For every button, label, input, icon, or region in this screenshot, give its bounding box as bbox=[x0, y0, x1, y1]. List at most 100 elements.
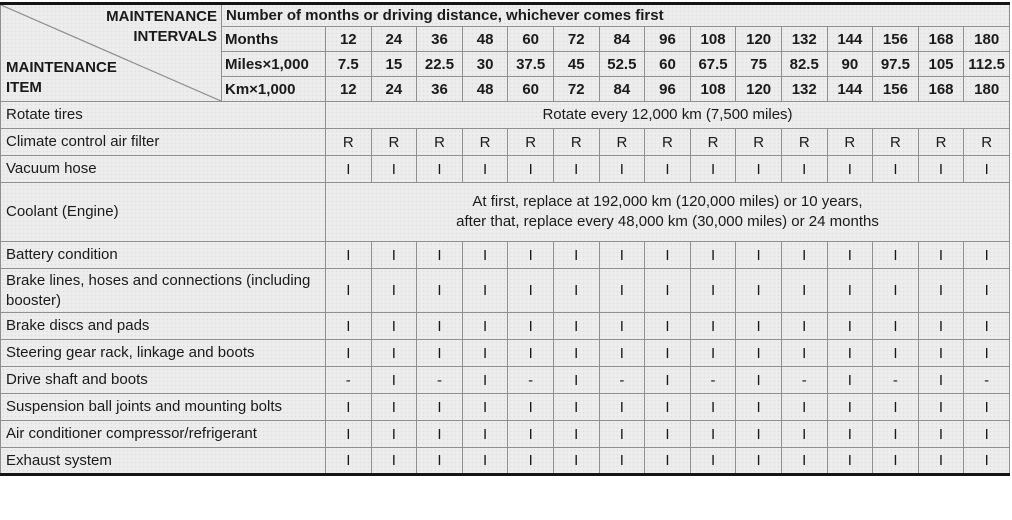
schedule-action-cell: I bbox=[826, 339, 874, 367]
schedule-action-cell: I bbox=[735, 420, 782, 448]
corner-item-label-line2: ITEM bbox=[6, 78, 42, 96]
schedule-action-cell: I bbox=[552, 420, 600, 448]
maintenance-item-label: Coolant (Engine) bbox=[0, 182, 326, 242]
schedule-action-cell: I bbox=[598, 312, 646, 340]
interval-value-cell: 108 bbox=[689, 26, 737, 52]
maintenance-row: Climate control air filter R R R R R R R R R R R R R R… bbox=[0, 128, 1010, 156]
schedule-action-cell: I bbox=[780, 447, 828, 475]
interval-value-cell: 168 bbox=[917, 26, 965, 52]
schedule-action-cell: I bbox=[644, 268, 691, 313]
schedule-action-cell: R bbox=[644, 128, 691, 156]
schedule-action-cell: I bbox=[507, 155, 554, 183]
maintenance-item-label: Brake discs and pads bbox=[0, 312, 326, 340]
schedule-action-cell: I bbox=[552, 366, 600, 394]
unit-row-label: Km×1,000 bbox=[221, 76, 326, 102]
maintenance-row: Rotate tires Rotate every 12,000 km (7,50… bbox=[0, 101, 1010, 129]
schedule-action-cell: I bbox=[689, 447, 737, 475]
schedule-action-cell: I bbox=[507, 447, 554, 475]
schedule-action-cell: R bbox=[461, 128, 509, 156]
interval-value-cell: 112.5 bbox=[963, 51, 1010, 77]
interval-value-cell: 60 bbox=[507, 26, 554, 52]
interval-value-cell: 12 bbox=[325, 76, 372, 102]
schedule-action-cell: I bbox=[325, 447, 372, 475]
schedule-action-cell: I bbox=[963, 447, 1010, 475]
schedule-action-cell: I bbox=[917, 447, 965, 475]
schedule-action-cell: I bbox=[507, 241, 554, 269]
schedule-action-cell: I bbox=[780, 268, 828, 313]
schedule-action-cell: I bbox=[872, 241, 919, 269]
schedule-action-cell: I bbox=[963, 393, 1010, 421]
maintenance-row: Brake discs and pads I I I I I I I I I I I I I I I bbox=[0, 312, 1010, 340]
schedule-action-cell: I bbox=[872, 268, 919, 313]
maintenance-row: Brake lines, hoses and connections (incl… bbox=[0, 268, 1010, 313]
schedule-action-cell: I bbox=[416, 447, 463, 475]
maintenance-schedule-table: MAINTENANCE INTERVALS MAINTENANCE ITEM N… bbox=[0, 2, 1010, 476]
schedule-action-cell: I bbox=[370, 366, 418, 394]
schedule-action-cell: I bbox=[325, 155, 372, 183]
interval-value-cell: 82.5 bbox=[780, 51, 828, 77]
maintenance-row: Battery condition I I I I I I I I I I I I I I I bbox=[0, 241, 1010, 269]
schedule-action-cell: I bbox=[644, 366, 691, 394]
schedule-action-cell: I bbox=[917, 366, 965, 394]
interval-value-cell: 60 bbox=[644, 51, 691, 77]
schedule-action-cell: I bbox=[325, 312, 372, 340]
schedule-action-cell: I bbox=[507, 393, 554, 421]
interval-value-cell: 132 bbox=[780, 26, 828, 52]
schedule-header: MAINTENANCE INTERVALS MAINTENANCE ITEM N… bbox=[0, 3, 1010, 102]
schedule-action-cell: I bbox=[552, 339, 600, 367]
schedule-action-cell: I bbox=[780, 339, 828, 367]
schedule-action-cell: R bbox=[552, 128, 600, 156]
schedule-action-cell: I bbox=[735, 241, 782, 269]
unit-row-label: Months bbox=[221, 26, 326, 52]
interval-value-cell: 120 bbox=[735, 76, 782, 102]
schedule-action-cell: I bbox=[963, 155, 1010, 183]
schedule-action-cell: I bbox=[735, 393, 782, 421]
interval-value-cell: 168 bbox=[917, 76, 965, 102]
interval-value-cell: 75 bbox=[735, 51, 782, 77]
corner-item-label-line1: MAINTENANCE bbox=[6, 58, 117, 76]
schedule-action-cell: - bbox=[598, 366, 646, 394]
interval-value-cell: 180 bbox=[963, 76, 1010, 102]
schedule-action-cell: I bbox=[963, 241, 1010, 269]
schedule-action-cell: R bbox=[689, 128, 737, 156]
schedule-action-cell: I bbox=[552, 155, 600, 183]
schedule-action-cell: I bbox=[325, 393, 372, 421]
schedule-action-cell: I bbox=[370, 312, 418, 340]
schedule-action-cell: I bbox=[461, 420, 509, 448]
schedule-action-cell: R bbox=[917, 128, 965, 156]
schedule-action-cell: I bbox=[552, 312, 600, 340]
schedule-action-cell: I bbox=[644, 241, 691, 269]
maintenance-item-label: Air conditioner compressor/refrigerant bbox=[0, 420, 326, 448]
schedule-action-cell: I bbox=[872, 393, 919, 421]
schedule-action-cell: I bbox=[735, 312, 782, 340]
interval-value-cell: 60 bbox=[507, 76, 554, 102]
schedule-action-cell: I bbox=[780, 241, 828, 269]
schedule-action-cell: I bbox=[689, 339, 737, 367]
unit-row-months: Months 12 24 36 48 60 72 84 96 108 120 132 144 156 168… bbox=[1, 26, 1010, 52]
interval-value-cell: 108 bbox=[689, 76, 737, 102]
maintenance-item-label: Vacuum hose bbox=[0, 155, 326, 183]
schedule-action-cell: I bbox=[644, 420, 691, 448]
schedule-action-cell: R bbox=[416, 128, 463, 156]
corner-intervals-label-line1: MAINTENANCE bbox=[106, 8, 217, 25]
schedule-action-cell: R bbox=[598, 128, 646, 156]
interval-value-cell: 24 bbox=[370, 26, 418, 52]
schedule-action-cell: I bbox=[598, 393, 646, 421]
schedule-action-cell: I bbox=[416, 312, 463, 340]
schedule-action-cell: I bbox=[872, 420, 919, 448]
schedule-action-cell: I bbox=[461, 312, 509, 340]
schedule-action-cell: I bbox=[689, 241, 737, 269]
interval-value-cell: 97.5 bbox=[872, 51, 919, 77]
schedule-action-cell: I bbox=[416, 268, 463, 313]
schedule-action-cell: I bbox=[826, 268, 874, 313]
schedule-note-cell: At first, replace at 192,000 km (120,000… bbox=[325, 182, 1010, 242]
maintenance-item-label: Exhaust system bbox=[0, 447, 326, 475]
schedule-action-cell: I bbox=[325, 420, 372, 448]
interval-value-cell: 72 bbox=[552, 26, 600, 52]
schedule-action-cell: I bbox=[872, 155, 919, 183]
schedule-action-cell: I bbox=[963, 339, 1010, 367]
corner-item-label: MAINTENANCE ITEM bbox=[6, 58, 117, 99]
unit-row-miles: Miles×1,000 7.5 15 22.5 30 37.5 45 52.5 60 67.5 75… bbox=[1, 51, 1010, 77]
schedule-action-cell: I bbox=[644, 393, 691, 421]
maintenance-item-label: Battery condition bbox=[0, 241, 326, 269]
